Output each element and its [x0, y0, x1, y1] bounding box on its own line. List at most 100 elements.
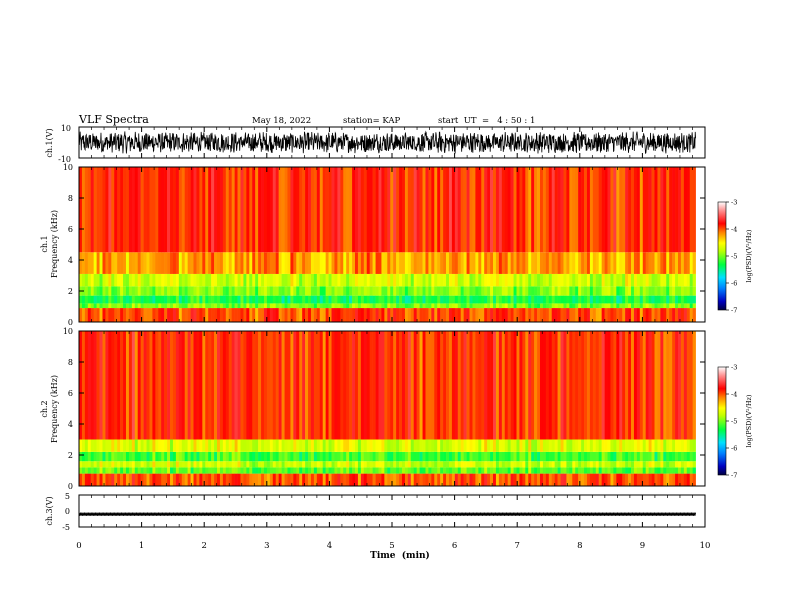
spectrogram-cell — [604, 451, 608, 462]
spectrogram-cell — [378, 167, 382, 253]
spectrogram-cell — [258, 286, 262, 296]
spectrogram-cell — [616, 451, 620, 462]
spectrogram-cell — [328, 303, 332, 309]
spectrogram-cell — [296, 252, 300, 274]
spectrogram-cell — [481, 331, 485, 440]
spectrogram-cell — [498, 303, 503, 309]
spectrogram-cell — [469, 451, 473, 462]
spectrogram-cell — [140, 308, 144, 322]
ch3-ytick-bottom: -5 — [62, 523, 70, 532]
spectrogram-cell — [352, 295, 356, 304]
spectrogram-cell — [484, 167, 488, 253]
spectrogram-cell — [252, 286, 256, 296]
spectrogram-cell — [616, 308, 620, 322]
spectrogram-cell — [328, 467, 332, 474]
spectrogram-cell — [631, 461, 635, 468]
spectrogram-cell — [152, 473, 156, 486]
spectrogram-cell — [131, 308, 136, 322]
spectrogram-cell — [202, 473, 206, 486]
spectrogram-cell — [672, 473, 676, 486]
spectrogram-cell — [234, 295, 238, 304]
spectrogram-cell — [319, 467, 324, 474]
spectrogram-cell — [231, 286, 235, 296]
spectrogram-cell — [677, 461, 682, 468]
spectrogram-cell — [454, 286, 459, 296]
spectrogram-cell — [581, 451, 585, 462]
spectrogram-cell — [102, 461, 106, 468]
spectrogram-cell — [146, 461, 150, 468]
spectrogram-cell — [666, 273, 670, 287]
spectrogram-cell — [363, 308, 368, 322]
spectrogram-cell — [539, 286, 544, 296]
spectrogram-cell — [448, 467, 453, 474]
spectrogram-cell — [237, 451, 241, 462]
spectrogram-cell — [466, 273, 470, 287]
spectrogram-cell — [569, 308, 573, 322]
spectrogram-cell — [146, 331, 150, 440]
spectrogram-cell — [457, 308, 462, 322]
spectrogram-cell — [105, 467, 109, 474]
spectrogram-cell — [692, 303, 696, 309]
spectrogram-cell — [557, 273, 561, 287]
spectrogram-cell — [437, 439, 441, 452]
spectrogram-cell — [81, 461, 86, 468]
spectrogram-cell — [231, 451, 235, 462]
spectrogram-cell — [296, 439, 300, 452]
spectrogram-cell — [484, 467, 488, 474]
spectrogram-cell — [622, 286, 626, 296]
spectrogram-cell — [102, 286, 106, 296]
spectrogram-cell — [481, 308, 485, 322]
spectrogram-cell — [290, 331, 294, 440]
spectrogram-cell — [519, 439, 523, 452]
spectrogram-cell — [202, 252, 206, 274]
spectrogram-cell — [519, 467, 523, 474]
spectrogram-cell — [263, 473, 268, 486]
spectrogram-cell — [296, 303, 300, 309]
spectrogram-cell — [325, 167, 329, 253]
spectrogram-cell — [686, 473, 691, 486]
spectrogram-cell — [454, 252, 459, 274]
spectrogram-cell — [219, 252, 224, 274]
spectrogram-cell — [407, 467, 412, 474]
spectrogram-cell — [334, 439, 338, 452]
spectrogram-cell — [120, 167, 124, 253]
spectrogram-cell — [601, 451, 605, 462]
spectrogram-cell — [610, 467, 614, 474]
spectrogram-cell — [446, 303, 450, 309]
spectrogram-cell — [114, 295, 118, 304]
spectrogram-cell — [381, 273, 385, 287]
spectrogram-cell — [352, 461, 356, 468]
spectrogram-cell — [328, 308, 332, 322]
spectrogram-cell — [539, 451, 544, 462]
spectrogram-cell — [175, 451, 180, 462]
spectrogram-cell — [375, 331, 379, 440]
spectrogram-cell — [560, 286, 564, 296]
spectrogram-cell — [152, 273, 156, 287]
spectrogram-cell — [258, 308, 262, 322]
spectrogram-cell — [261, 286, 265, 296]
spectrogram-cell — [692, 252, 696, 274]
spectrogram-cell — [416, 273, 420, 287]
spectrogram-cell — [498, 467, 503, 474]
spectrogram-cell — [258, 451, 262, 462]
spectrogram-cell — [199, 473, 203, 486]
spectrogram-cell — [581, 467, 585, 474]
spectrogram-cell — [484, 286, 488, 296]
spectrogram-cell — [446, 273, 450, 287]
spectrogram-cell — [316, 467, 321, 474]
spectrogram-cell — [519, 473, 523, 486]
spectrogram-cell — [657, 252, 661, 274]
spectrogram-cell — [340, 451, 344, 462]
spectrogram-cell — [340, 473, 344, 486]
spectrogram-cell — [170, 308, 174, 322]
spectrogram-cell — [316, 303, 321, 309]
spectrogram-cell — [484, 439, 488, 452]
spectrogram-cell — [572, 273, 576, 287]
spectrogram-cell — [666, 167, 670, 253]
spectrogram-cell — [360, 252, 365, 274]
spectrogram-cell — [469, 167, 473, 253]
spectrogram-cell — [269, 451, 274, 462]
spectrogram-cell — [281, 331, 285, 440]
spectrogram-cell — [281, 252, 285, 274]
spectrogram-cell — [601, 467, 605, 474]
